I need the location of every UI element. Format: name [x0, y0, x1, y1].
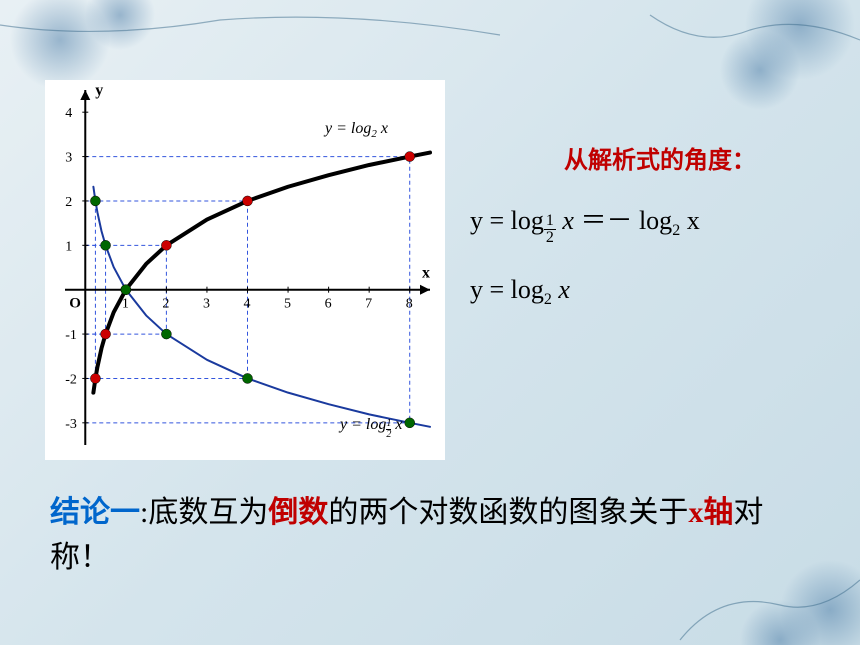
log-chart: xyO12345678-3-2-11234 y = log2 x y = log…: [45, 80, 445, 460]
svg-text:3: 3: [65, 151, 72, 166]
svg-text:4: 4: [244, 297, 251, 312]
svg-text:y: y: [95, 82, 103, 99]
svg-text:-3: -3: [65, 417, 77, 432]
equation-1: y = log12 x ＝－ log2 x: [470, 200, 850, 240]
svg-text:x: x: [422, 265, 430, 282]
conclusion-text: 结论一:底数互为倒数的两个对数函数的图象关于x轴对称！: [50, 490, 810, 580]
svg-text:7: 7: [365, 297, 372, 312]
equation-2: y = log2 x: [470, 275, 850, 309]
svg-text:-1: -1: [65, 328, 77, 343]
conclusion-prefix: 结论一: [50, 496, 140, 529]
svg-text:1: 1: [65, 239, 72, 254]
svg-text:2: 2: [162, 297, 169, 312]
series-label-loghalf: y = log12 x: [340, 415, 402, 436]
svg-text:2: 2: [65, 195, 72, 210]
analysis-panel: 从解析式的角度： y = log12 x ＝－ log2 x y = log2 …: [470, 140, 850, 334]
svg-text:3: 3: [203, 297, 210, 312]
series-label-log2: y = log2 x: [325, 120, 388, 140]
svg-text:6: 6: [325, 297, 332, 312]
svg-text:8: 8: [406, 297, 413, 312]
svg-text:O: O: [69, 296, 81, 312]
analysis-title: 从解析式的角度：: [470, 140, 850, 175]
svg-text:5: 5: [284, 297, 291, 312]
svg-text:4: 4: [65, 106, 72, 121]
svg-text:-2: -2: [65, 372, 77, 387]
